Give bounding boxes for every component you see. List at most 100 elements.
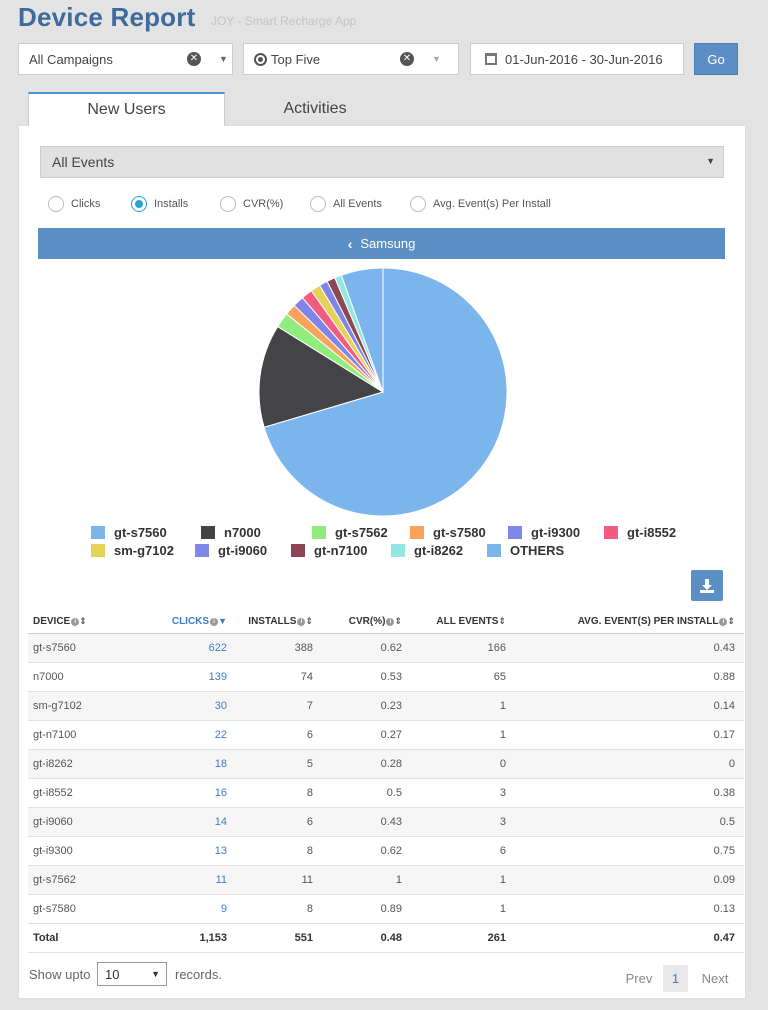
clicks-link[interactable]: 622 [136,633,236,663]
cvr-cell: 0.89 [322,894,411,924]
header-label: CLICKS [171,616,210,628]
legend-label: gt-s7562 [335,525,388,540]
chevron-down-icon[interactable]: ▼ [219,54,228,64]
legend-item[interactable]: gt-i8552 [604,525,676,540]
avg-cell: 0.17 [515,720,744,750]
radio-label: Clicks [71,198,101,210]
total-events: 261 [411,923,515,953]
clicks-link[interactable]: 22 [136,720,236,750]
chevron-down-icon[interactable]: ▼ [432,54,441,64]
events-cell: 1 [411,691,515,721]
pie-slice-gt-s7560[interactable] [263,267,508,517]
clicks-link[interactable]: 11 [136,865,236,895]
info-icon: i [386,617,395,626]
column-header-device[interactable]: DEVICE i ⇕ [28,611,136,634]
installs-cell: 6 [236,807,322,837]
prev-page-button[interactable]: Prev [625,971,653,986]
legend-swatch [291,544,305,557]
chevron-left-icon: ‹ [347,235,353,252]
legend-item[interactable]: gt-s7560 [91,525,167,540]
column-header-all-events[interactable]: ALL EVENTS⇕ [411,611,515,634]
header-label: DEVICE [33,616,71,628]
tab-new-users[interactable]: New Users [28,92,225,126]
pie-slice-n7000[interactable] [258,325,385,428]
clicks-link[interactable]: 18 [136,749,236,779]
legend-item[interactable]: sm-g7102 [91,543,174,558]
column-header-clicks[interactable]: CLICKS i ▼ [136,611,236,634]
device-cell: gt-s7560 [28,633,136,663]
legend-item[interactable]: gt-s7562 [312,525,388,540]
sort-icon: ⇕ [305,616,313,627]
cvr-cell: 0.28 [322,749,411,779]
installs-cell: 7 [236,691,322,721]
radio-avg-events[interactable]: Avg. Event(s) Per Install [410,196,551,212]
legend-label: gt-n7100 [314,543,368,558]
events-cell: 65 [411,662,515,692]
radio-clicks[interactable]: Clicks [48,196,100,212]
installs-cell: 6 [236,720,322,750]
next-page-button[interactable]: Next [701,971,729,986]
clicks-link[interactable]: 13 [136,836,236,866]
table-row: n7000 139 74 0.53 65 0.88 [28,662,744,692]
go-button[interactable]: Go [694,43,738,75]
radio-circle[interactable] [410,196,426,212]
radio-circle[interactable] [310,196,326,212]
date-range-input[interactable]: 01-Jun-2016 - 30-Jun-2016 [470,43,684,75]
radio-circle[interactable] [131,196,147,212]
radio-installs[interactable]: Installs [131,196,188,212]
clicks-link[interactable]: 14 [136,807,236,837]
tab-activities[interactable]: Activities [283,100,347,117]
installs-cell: 8 [236,894,322,924]
legend-item[interactable]: gt-i9060 [195,543,267,558]
legend-item[interactable]: gt-n7100 [291,543,367,558]
events-cell: 6 [411,836,515,866]
radio-all-events[interactable]: All Events [310,196,382,212]
legend-swatch [508,526,522,539]
column-header-installs[interactable]: INSTALLS i ⇕ [236,611,322,634]
legend-item[interactable]: gt-s7580 [410,525,486,540]
clicks-link[interactable]: 139 [136,662,236,692]
column-header-avg-events[interactable]: AVG. EVENT(S) PER INSTALL i ⇕ [515,611,744,634]
campaign-select[interactable]: All Campaigns ✕ ▼ [18,43,233,75]
legend-item[interactable]: OTHERS [487,543,564,558]
avg-cell: 0.75 [515,836,744,866]
legend-item[interactable]: n7000 [201,525,261,540]
avg-cell: 0.43 [515,633,744,663]
device-cell: n7000 [28,662,136,692]
legend-swatch [410,526,424,539]
legend-item[interactable]: gt-i8262 [391,543,463,558]
page-number-button[interactable]: 1 [663,965,688,992]
event-select-value: All Events [52,154,115,170]
radio-cvr[interactable]: CVR(%) [220,196,283,212]
clear-campaign-icon[interactable]: ✕ [187,52,201,66]
event-select[interactable]: All Events ▼ [40,146,724,178]
download-button[interactable] [691,570,723,601]
info-icon: i [719,617,728,626]
legend-item[interactable]: gt-i9300 [508,525,580,540]
clicks-link[interactable]: 30 [136,691,236,721]
device-cell: gt-i8262 [28,749,136,779]
radio-circle[interactable] [220,196,236,212]
avg-cell: 0 [515,749,744,779]
top-select[interactable]: Top Five ✕ ▼ [243,43,459,75]
legend-label: gt-s7560 [114,525,167,540]
drilldown-back-bar[interactable]: ‹ Samsung [38,228,725,259]
clicks-link[interactable]: 16 [136,778,236,808]
table-row: gt-i8552 16 8 0.5 3 0.38 [28,778,744,808]
radio-label: CVR(%) [243,198,284,210]
device-pie-chart[interactable] [248,262,518,532]
table-row: gt-i9060 14 6 0.43 3 0.5 [28,807,744,837]
records-per-page-select[interactable]: 10 ▼ [97,962,167,986]
clear-top-icon[interactable]: ✕ [400,52,414,66]
total-clicks: 1,153 [136,923,236,953]
radio-circle[interactable] [48,196,64,212]
pie-slice-others[interactable] [340,267,384,393]
installs-cell: 8 [236,836,322,866]
sort-desc-icon: ▼ [218,616,227,627]
avg-cell: 0.88 [515,662,744,692]
clicks-link[interactable]: 9 [136,894,236,924]
table-row: gt-n7100 22 6 0.27 1 0.17 [28,720,744,750]
installs-cell: 11 [236,865,322,895]
sort-icon: ⇕ [727,616,735,627]
column-header-cvr[interactable]: CVR(%) i ⇕ [322,611,411,634]
